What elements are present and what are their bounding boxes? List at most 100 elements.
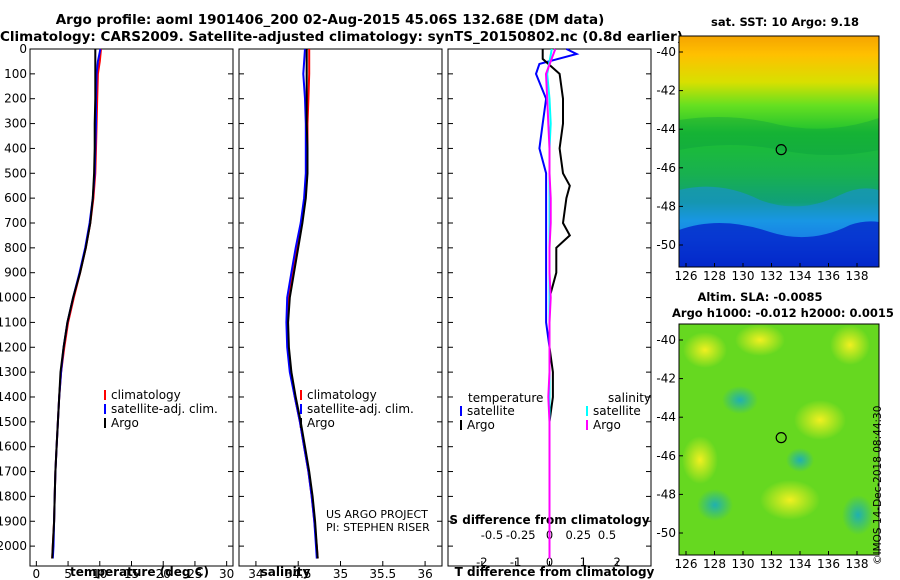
map-lat-label: -46 bbox=[656, 449, 676, 463]
y-tick-label: 1200 bbox=[0, 340, 27, 354]
map-lat-label: -50 bbox=[656, 526, 676, 540]
legend-label: Argo bbox=[111, 416, 139, 430]
legend-label: satellite-adj. clim. bbox=[111, 402, 218, 416]
map-lat-label: -46 bbox=[656, 161, 676, 175]
x-tick-label: 5 bbox=[64, 567, 72, 580]
x-tick-label: 35 bbox=[333, 567, 348, 580]
x-tick-label: 0 bbox=[33, 567, 41, 580]
series-line-argo-salinity bbox=[544, 48, 557, 559]
x-axis-label: salinity bbox=[261, 565, 311, 579]
x2-tick-label: -0.25 bbox=[506, 528, 536, 542]
y-tick-label: 1100 bbox=[0, 315, 27, 329]
x-tick-label: 34.5 bbox=[285, 567, 312, 580]
x-tick-label: 36 bbox=[417, 567, 432, 580]
y-tick-label: 100 bbox=[4, 67, 27, 81]
sla-map bbox=[679, 324, 879, 555]
map-lat-label: -42 bbox=[656, 372, 676, 386]
x-tick-label: 34 bbox=[248, 567, 263, 580]
legend-header-temperature: temperature bbox=[468, 391, 543, 405]
project-note-line-2: PI: STEPHEN RISER bbox=[326, 521, 430, 534]
map-lat-label: -40 bbox=[656, 45, 676, 59]
x-tick-label: 0 bbox=[546, 555, 553, 569]
series-line-climatology bbox=[51, 48, 102, 559]
legend-label: climatology bbox=[307, 388, 377, 402]
legend-label: Argo bbox=[593, 418, 621, 432]
map-lon-label: 138 bbox=[846, 269, 869, 283]
map-lat-label: -40 bbox=[656, 333, 676, 347]
y-tick-label: 200 bbox=[4, 92, 27, 106]
legend-label: satellite bbox=[593, 404, 641, 418]
y-tick-label: 1800 bbox=[0, 489, 27, 503]
map-lon-label: 134 bbox=[789, 269, 812, 283]
map-lat-label: -48 bbox=[656, 199, 676, 213]
sst-map bbox=[679, 36, 879, 267]
sla-map-title-line-2: Argo h1000: -0.012 h2000: 0.0015 bbox=[672, 306, 894, 320]
map-lat-label: -42 bbox=[656, 84, 676, 98]
map-lon-label: 132 bbox=[760, 269, 783, 283]
imos-credit: ©IMOS 14-Dec-2018 08:44:30 bbox=[872, 405, 884, 565]
map-lat-label: -48 bbox=[656, 487, 676, 501]
series-line-satellite-temperature bbox=[534, 48, 580, 559]
map-lon-label: 138 bbox=[846, 557, 869, 571]
map-lon-label: 136 bbox=[817, 557, 840, 571]
series-line-satellite-adj-clim- bbox=[51, 48, 102, 559]
map-lon-label: 128 bbox=[703, 557, 726, 571]
y-tick-label: 1500 bbox=[0, 415, 27, 429]
x-axis-label: T difference from climatology bbox=[455, 565, 655, 579]
y-tick-label: 500 bbox=[4, 166, 27, 180]
x-tick-label: 20 bbox=[156, 567, 171, 580]
y-tick-label: 700 bbox=[4, 216, 27, 230]
panel-1-frame bbox=[29, 48, 234, 567]
map-lon-label: 136 bbox=[817, 269, 840, 283]
y-tick-label: 1600 bbox=[0, 440, 27, 454]
sla-profile-marker bbox=[775, 432, 787, 444]
map-lon-label: 126 bbox=[675, 557, 698, 571]
legend-label: satellite-adj. clim. bbox=[307, 402, 414, 416]
y-tick-label: 2000 bbox=[0, 539, 27, 553]
legend-header-salinity: salinity bbox=[608, 391, 651, 405]
sla-map-title-line-1: Altim. SLA: -0.0085 bbox=[697, 290, 823, 304]
y-tick-label: 1300 bbox=[0, 365, 27, 379]
project-note-line-1: US ARGO PROJECT bbox=[326, 508, 428, 521]
x-axis-label: temperature (deg C) bbox=[70, 565, 209, 579]
y-tick-label: 1400 bbox=[0, 390, 27, 404]
y-tick-label: 400 bbox=[4, 141, 27, 155]
map-lon-label: 128 bbox=[703, 269, 726, 283]
x2-tick-label: -0.5 bbox=[481, 528, 503, 542]
map-lat-label: -44 bbox=[656, 410, 676, 424]
series-line-satellite-adj-clim- bbox=[285, 48, 318, 559]
map-lon-label: 130 bbox=[732, 557, 755, 571]
y-tick-label: 600 bbox=[4, 191, 27, 205]
y-tick-label: 300 bbox=[4, 117, 27, 131]
y-tick-label: 900 bbox=[4, 266, 27, 280]
x-tick-label: 25 bbox=[187, 567, 202, 580]
x-tick-label: 2 bbox=[614, 555, 621, 569]
map-lat-label: -50 bbox=[656, 238, 676, 252]
map-lon-label: 132 bbox=[760, 557, 783, 571]
y-tick-label: 1000 bbox=[0, 291, 27, 305]
map-lon-label: 134 bbox=[789, 557, 812, 571]
x-tick-label: 15 bbox=[124, 567, 139, 580]
series-line-argo bbox=[51, 49, 97, 559]
title-line-1: Argo profile: aoml 1901406_200 02-Aug-20… bbox=[55, 12, 605, 28]
sst-profile-marker bbox=[775, 144, 787, 156]
legend-label: satellite bbox=[467, 404, 515, 418]
series-line-argo bbox=[287, 49, 319, 559]
y-tick-label: 1900 bbox=[0, 514, 27, 528]
x2-tick-label: 0.5 bbox=[598, 528, 616, 542]
map-lat-label: -44 bbox=[656, 122, 676, 136]
x2-tick-label: 0.25 bbox=[565, 528, 591, 542]
x-tick-label: 35.5 bbox=[369, 567, 396, 580]
x-tick-label: 10 bbox=[92, 567, 107, 580]
panel-2-frame bbox=[238, 48, 443, 567]
sst-map-title: sat. SST: 10 Argo: 9.18 bbox=[710, 15, 860, 29]
title-line-2: Climatology: CARS2009. Satellite-adjuste… bbox=[0, 29, 683, 45]
legend-label: climatology bbox=[111, 388, 181, 402]
legend-label: Argo bbox=[307, 416, 335, 430]
y-tick-label: 0 bbox=[19, 42, 27, 56]
y-tick-label: 800 bbox=[4, 241, 27, 255]
map-lon-label: 130 bbox=[732, 269, 755, 283]
x-tick-label: 30 bbox=[219, 567, 234, 580]
y-tick-label: 1700 bbox=[0, 465, 27, 479]
